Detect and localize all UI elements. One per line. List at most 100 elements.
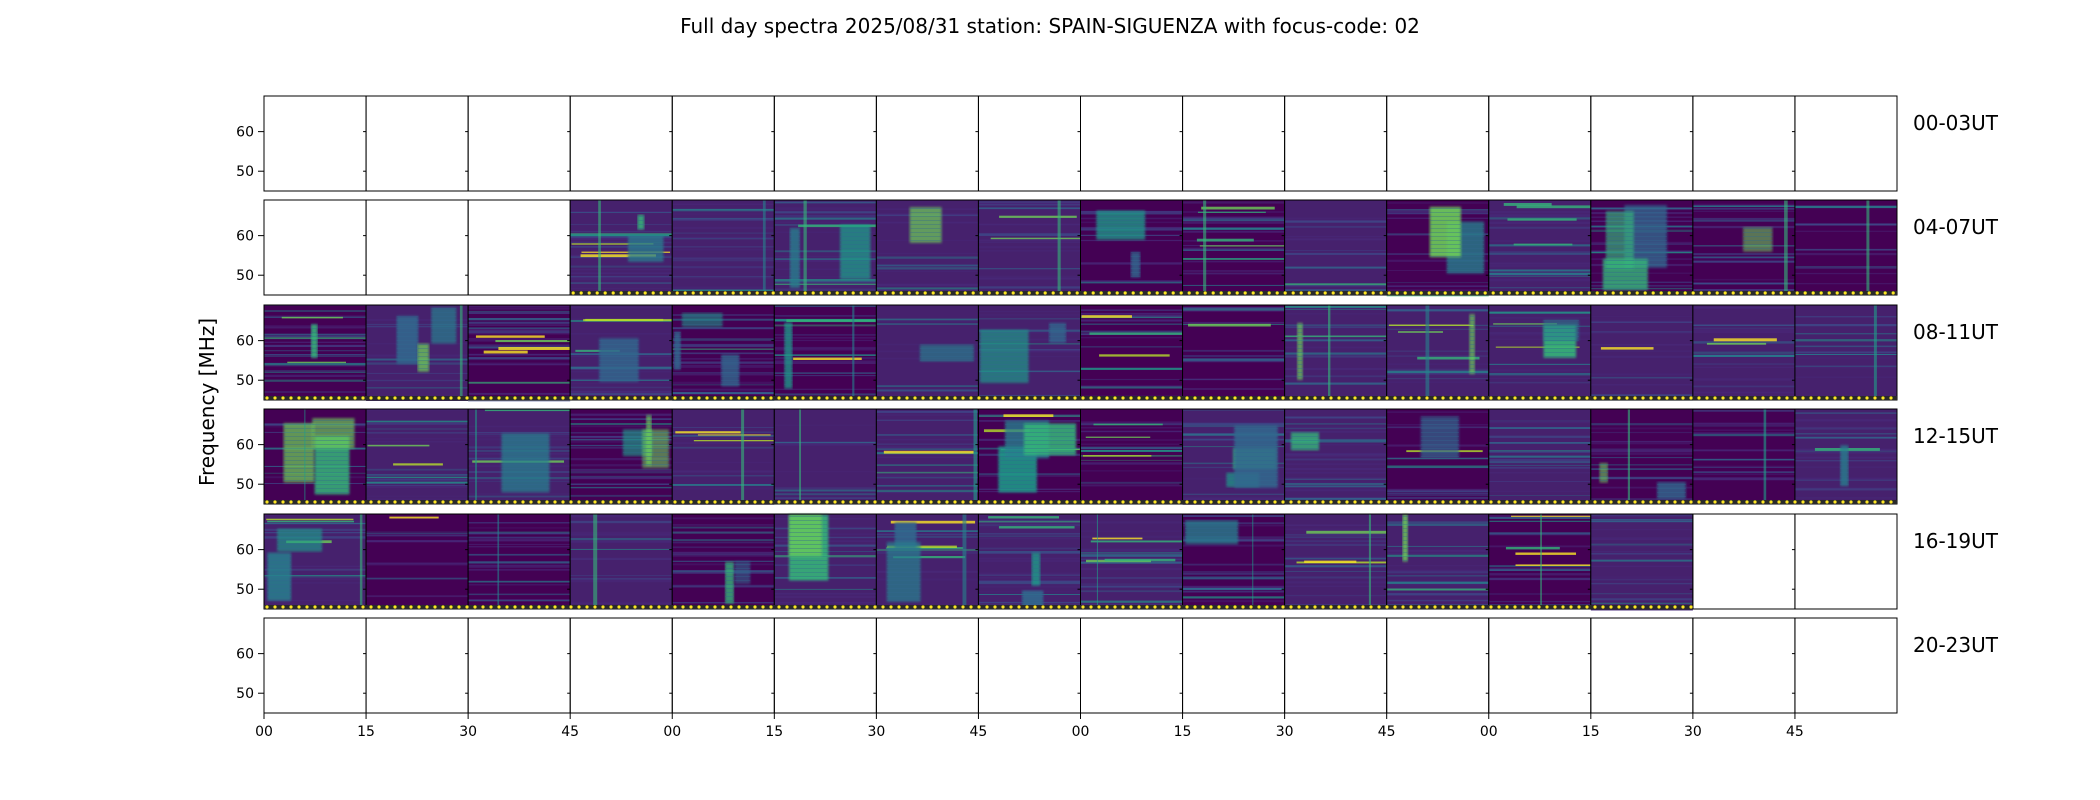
spectrum-panel	[977, 304, 1081, 401]
panel-frame	[467, 617, 571, 714]
spectra-rows: 50 60 00-03UT 50 60 04-07UT 50 60 08-11UT 50 60 12-…	[236, 95, 1999, 714]
x-tick-label: 45	[1786, 724, 1804, 740]
spectrum-panel	[1080, 95, 1184, 192]
spectrum-panel	[1080, 513, 1184, 610]
spectrum-panel	[1590, 304, 1694, 401]
y-tick-label: 60	[236, 647, 254, 663]
spectrum-panel	[875, 408, 979, 505]
spectrum-panel	[1386, 513, 1490, 610]
y-tick-label: 60	[236, 334, 254, 350]
spectrum-panel	[467, 95, 571, 192]
spectrum-panel	[1080, 408, 1184, 505]
panel-frame	[467, 95, 571, 192]
panel-frame	[1284, 617, 1388, 714]
spectrum-panel	[1284, 95, 1388, 192]
spectrum-panel	[263, 617, 367, 714]
spectrum-panel	[1284, 513, 1394, 610]
y-tick-label: 60	[236, 229, 254, 245]
row-label: 12-15UT	[1913, 424, 1999, 448]
panel-frame	[365, 199, 469, 296]
x-tick-label: 30	[1684, 724, 1702, 740]
spectrum-panel	[875, 199, 979, 296]
spectrum-panel	[1488, 408, 1592, 505]
spectrum-panel	[1386, 304, 1490, 401]
panel-frame	[1794, 95, 1898, 192]
spectrum-panel	[1794, 617, 1898, 714]
spectrum-panel	[1794, 199, 1898, 296]
spectrum-panel	[671, 304, 775, 401]
panel-frame	[875, 617, 979, 714]
y-axis-label: Frequency [MHz]	[195, 318, 219, 486]
panel-frame	[569, 95, 673, 192]
spectrum-panel	[671, 95, 775, 192]
spectrum-panel	[773, 408, 877, 505]
panel-frame	[1794, 617, 1898, 714]
row-label: 08-11UT	[1913, 320, 1999, 344]
spectrum-panel	[365, 199, 469, 296]
panel-frame	[773, 95, 877, 192]
spectrum-panel	[1080, 199, 1184, 296]
spectrum-panel	[671, 408, 779, 505]
spectrum-panel	[977, 513, 1081, 610]
panel-frame	[1692, 513, 1796, 610]
row-label: 20-23UT	[1913, 633, 1999, 657]
row-label: 04-07UT	[1913, 215, 1999, 239]
spectrum-panel	[263, 408, 367, 505]
panel-frame	[263, 95, 367, 192]
spectrum-panel	[467, 304, 574, 402]
spectrum-panel	[671, 513, 775, 610]
spectrum-panel	[1284, 408, 1388, 505]
spectrum-panel	[1692, 408, 1796, 505]
x-tick-label: 45	[561, 724, 579, 740]
panel-frame	[875, 95, 979, 192]
x-tick-label: 00	[255, 724, 273, 740]
spectrum-panel	[1080, 304, 1191, 401]
spectrum-panel	[773, 304, 882, 401]
x-tick-label: 00	[663, 724, 681, 740]
spectrum-panel	[569, 199, 673, 296]
spectrum-panel	[467, 199, 571, 296]
panel-frame	[977, 617, 1081, 714]
spectrum-panel	[875, 304, 979, 401]
spectrum-panel	[1284, 199, 1388, 296]
x-tick-label: 15	[1582, 724, 1600, 740]
panel-frame	[1182, 617, 1286, 714]
spectrum-panel	[1794, 304, 1898, 401]
spectra-row: 50 60 20-23UT	[236, 617, 1999, 714]
panel-frame	[569, 617, 673, 714]
spectrum-panel	[569, 304, 684, 401]
spectrum-panel	[1386, 408, 1490, 505]
spectrum-panel	[365, 304, 469, 401]
spectrum-panel	[1692, 513, 1796, 610]
panel-frame	[1488, 95, 1592, 192]
spectrum-panel	[467, 617, 571, 714]
spectrum-panel	[1182, 617, 1286, 714]
spectrum-panel	[1692, 617, 1796, 714]
spectrum-panel	[1488, 95, 1592, 192]
spectrum-panel	[977, 617, 1081, 714]
y-tick-label: 50	[236, 373, 254, 389]
spectrum-panel	[1692, 304, 1796, 401]
panel-frame	[263, 199, 367, 296]
chart-title: Full day spectra 2025/08/31 station: SPA…	[680, 14, 1420, 38]
spectrum-panel	[569, 513, 673, 610]
x-tick-label: 45	[970, 724, 988, 740]
spectrum-panel	[773, 95, 877, 192]
panel-frame	[1080, 617, 1184, 714]
panel-frame	[1794, 513, 1898, 610]
y-tick-label: 50	[236, 582, 254, 598]
spectrum-panel	[773, 199, 887, 296]
spectrum-panel	[875, 617, 979, 714]
spectrum-panel	[1794, 95, 1898, 192]
spectrum-panel	[1182, 513, 1286, 610]
panel-frame	[365, 95, 469, 192]
spectrum-panel	[1488, 513, 1600, 610]
spectrum-panel	[263, 95, 367, 192]
panel-frame	[1386, 617, 1490, 714]
x-axis: 00 15 30 45 00 15 30 45 00 15 30 45 00 15 30 45	[255, 713, 1804, 740]
spectrum-panel	[1488, 617, 1592, 714]
y-tick-label: 60	[236, 125, 254, 141]
spectra-row: 50 60 12-15UT	[236, 408, 1999, 505]
panel-frame	[1182, 95, 1286, 192]
